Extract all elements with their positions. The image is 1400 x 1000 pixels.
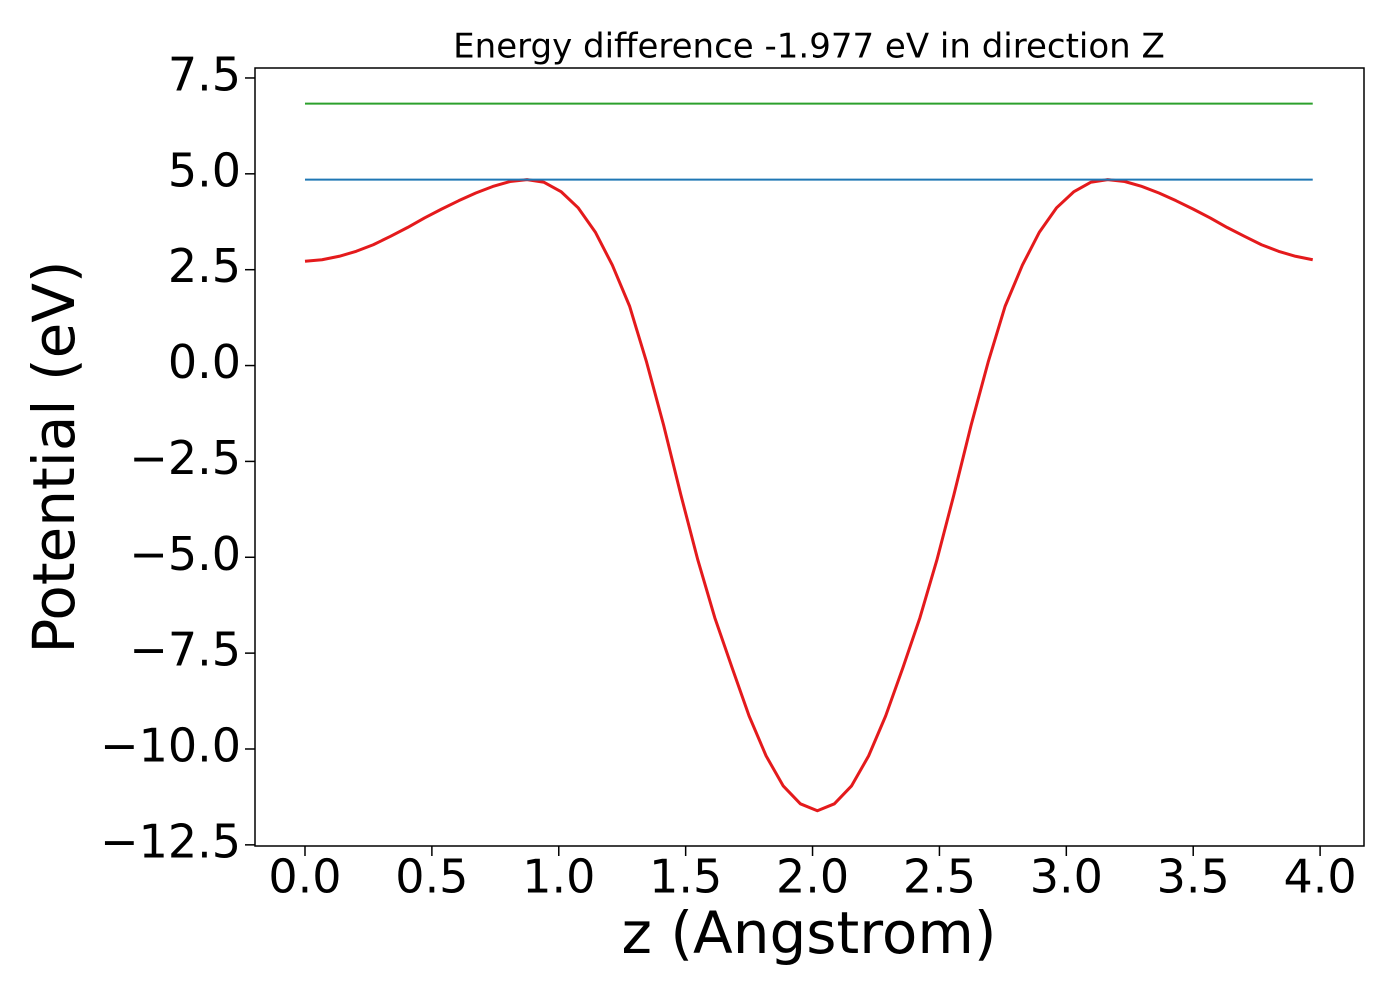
x-tick-label: 2.5 bbox=[903, 850, 976, 904]
y-tick-label: −7.5 bbox=[129, 623, 241, 677]
x-tick-label: 3.5 bbox=[1157, 850, 1230, 904]
y-axis-label: Potential (eV) bbox=[20, 260, 88, 653]
x-tick-label: 0.0 bbox=[268, 850, 341, 904]
y-tick-label: −2.5 bbox=[129, 431, 241, 485]
y-tick-label: −12.5 bbox=[100, 814, 241, 868]
y-tick-label: 5.0 bbox=[168, 143, 241, 197]
y-tick-label: 2.5 bbox=[168, 239, 241, 293]
chart-title: Energy difference -1.977 eV in direction… bbox=[453, 27, 1165, 67]
x-tick-label: 2.0 bbox=[776, 850, 849, 904]
y-tick-label: −10.0 bbox=[100, 718, 241, 772]
plot-frame bbox=[254, 67, 1365, 847]
y-tick-label: 7.5 bbox=[168, 47, 241, 101]
x-tick-label: 3.0 bbox=[1030, 850, 1103, 904]
x-tick-label: 1.0 bbox=[522, 850, 595, 904]
x-tick-label: 4.0 bbox=[1284, 850, 1357, 904]
y-tick-label: −5.0 bbox=[129, 527, 241, 581]
x-axis-label: z (Angstrom) bbox=[622, 899, 997, 967]
series-line bbox=[304, 178, 1314, 813]
y-tick-label: 0.0 bbox=[168, 335, 241, 389]
x-tick-label: 0.5 bbox=[395, 850, 468, 904]
x-tick-label: 1.5 bbox=[649, 850, 722, 904]
